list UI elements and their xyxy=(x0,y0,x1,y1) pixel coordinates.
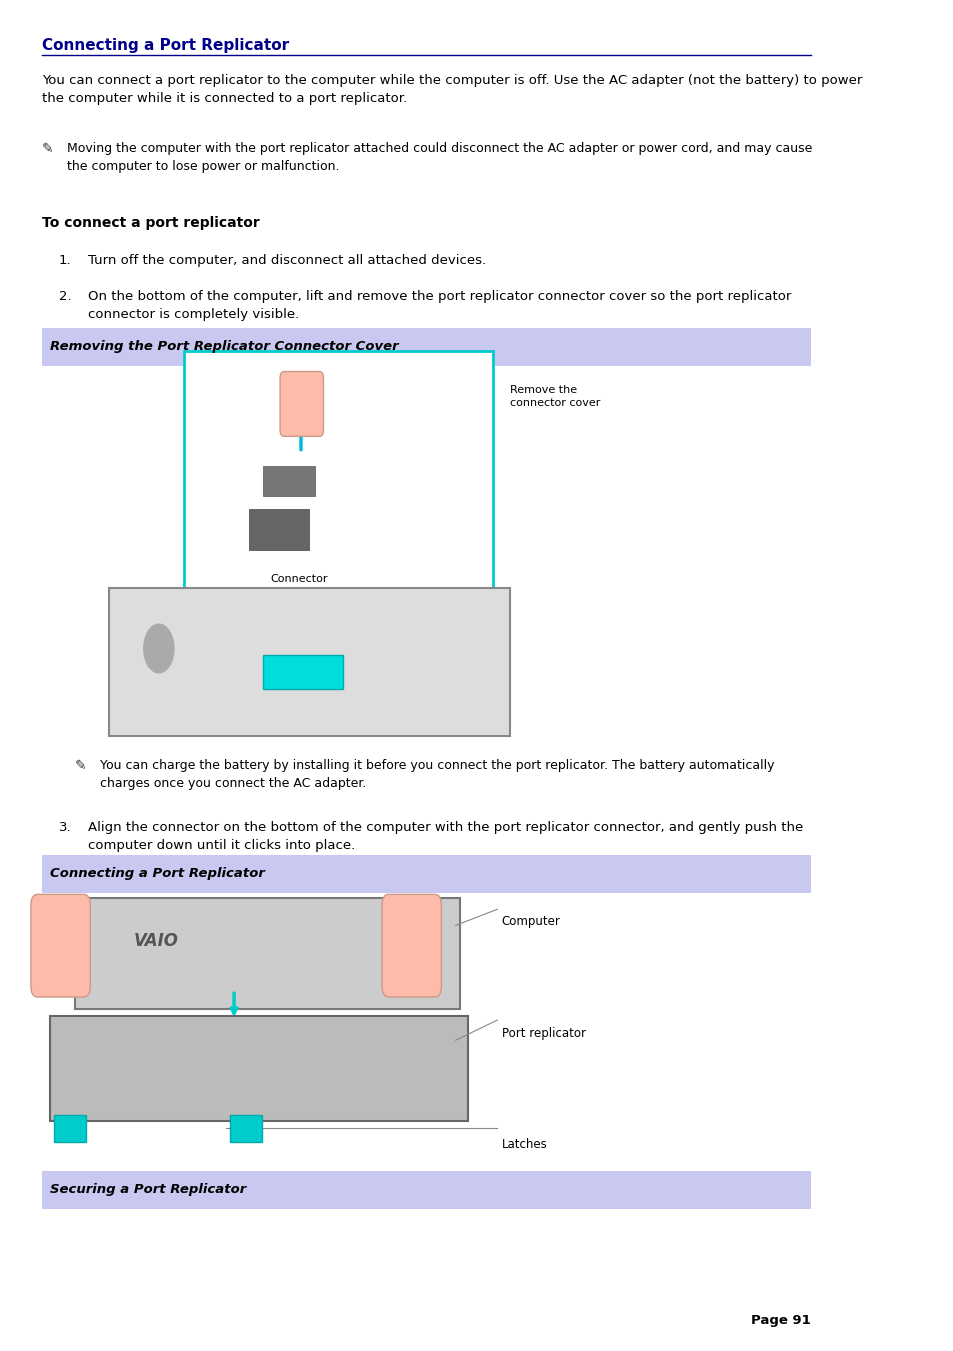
FancyBboxPatch shape xyxy=(42,328,810,366)
FancyBboxPatch shape xyxy=(263,466,314,496)
Text: Computer: Computer xyxy=(501,915,560,928)
Text: Connecting a Port Replicator: Connecting a Port Replicator xyxy=(42,38,289,53)
Text: Securing a Port Replicator: Securing a Port Replicator xyxy=(51,1183,246,1197)
Text: Connector: Connector xyxy=(271,574,328,584)
Text: 1.: 1. xyxy=(58,254,71,267)
Text: VAIO: VAIO xyxy=(133,932,178,950)
FancyBboxPatch shape xyxy=(42,855,810,893)
FancyBboxPatch shape xyxy=(263,655,342,689)
Text: Latches: Latches xyxy=(501,1138,547,1151)
FancyBboxPatch shape xyxy=(109,588,510,736)
Text: ✎: ✎ xyxy=(42,142,53,155)
Text: Turn off the computer, and disconnect all attached devices.: Turn off the computer, and disconnect al… xyxy=(88,254,485,267)
FancyBboxPatch shape xyxy=(184,351,493,588)
FancyBboxPatch shape xyxy=(30,894,91,997)
Text: On the bottom of the computer, lift and remove the port replicator connector cov: On the bottom of the computer, lift and … xyxy=(88,290,790,322)
FancyBboxPatch shape xyxy=(230,1115,261,1142)
FancyBboxPatch shape xyxy=(75,898,459,1009)
Text: Page 91: Page 91 xyxy=(750,1313,810,1327)
Text: Remove the
connector cover: Remove the connector cover xyxy=(510,385,599,408)
Text: Port replicator: Port replicator xyxy=(501,1027,585,1040)
Text: Align the connector on the bottom of the computer with the port replicator conne: Align the connector on the bottom of the… xyxy=(88,821,802,852)
FancyBboxPatch shape xyxy=(381,894,441,997)
FancyBboxPatch shape xyxy=(54,1115,86,1142)
Text: Moving the computer with the port replicator attached could disconnect the AC ad: Moving the computer with the port replic… xyxy=(67,142,811,173)
FancyBboxPatch shape xyxy=(280,372,323,436)
FancyBboxPatch shape xyxy=(42,1171,810,1209)
Text: You can connect a port replicator to the computer while the computer is off. Use: You can connect a port replicator to the… xyxy=(42,74,862,105)
FancyBboxPatch shape xyxy=(249,509,309,550)
Text: Connecting a Port Replicator: Connecting a Port Replicator xyxy=(51,867,265,881)
Text: You can charge the battery by installing it before you connect the port replicat: You can charge the battery by installing… xyxy=(100,759,774,790)
Text: 2.: 2. xyxy=(58,290,71,304)
Text: To connect a port replicator: To connect a port replicator xyxy=(42,216,259,230)
Text: 3.: 3. xyxy=(58,821,71,835)
Text: ✎: ✎ xyxy=(75,759,87,773)
Text: Removing the Port Replicator Connector Cover: Removing the Port Replicator Connector C… xyxy=(51,340,398,354)
FancyBboxPatch shape xyxy=(51,1016,468,1121)
Circle shape xyxy=(144,624,173,673)
